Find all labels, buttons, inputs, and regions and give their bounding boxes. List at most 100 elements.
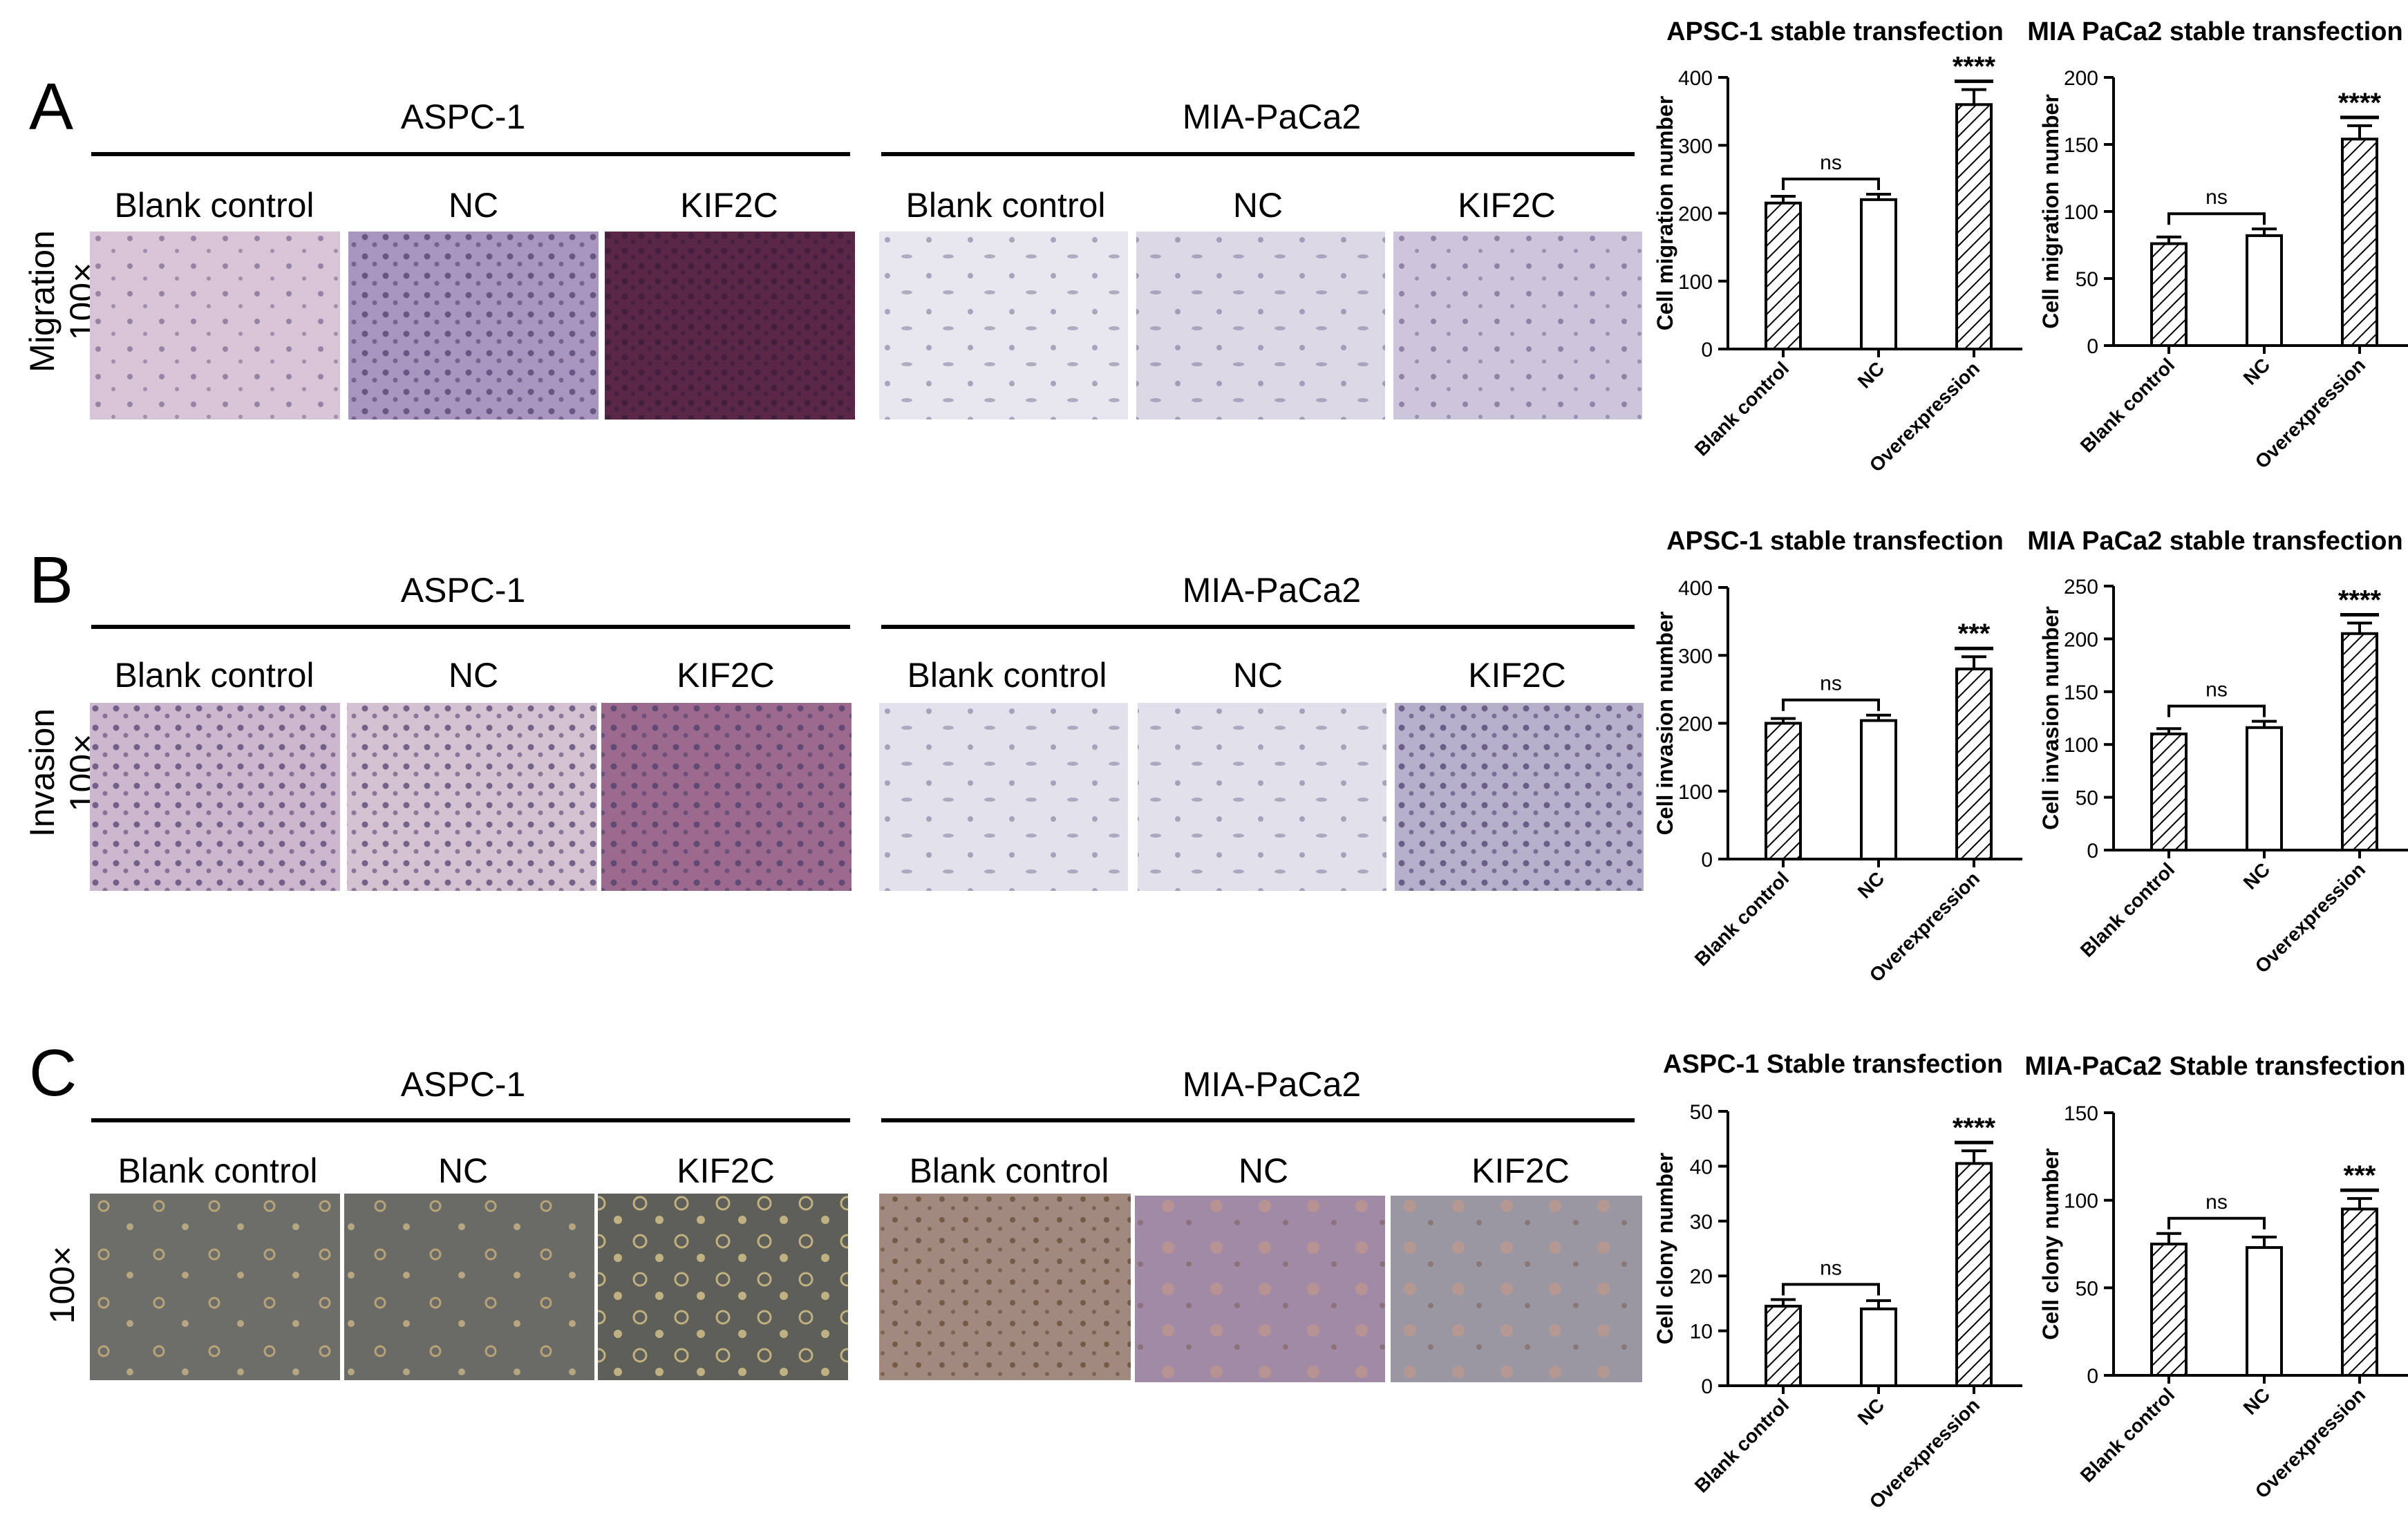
micrograph-texture (879, 232, 1128, 420)
ns-bracket (2167, 1216, 2266, 1230)
bar (1955, 103, 1993, 351)
group-rule (91, 152, 850, 156)
col-label: KIF2C (1458, 186, 1556, 225)
y-tick-label: 400 (1678, 67, 1713, 90)
panel-letter-b: B (29, 543, 74, 617)
group-label-aspc1-c: ASPC-1 (400, 1065, 526, 1104)
group-rule (881, 1118, 1635, 1122)
y-tick-label: 30 (1690, 1211, 1713, 1234)
x-tick-label: Blank control (1691, 357, 1793, 460)
col-label: Blank control (907, 656, 1107, 695)
y-tick-label: 50 (2076, 1277, 2098, 1300)
y-tick-label: 300 (1678, 645, 1713, 668)
bar (2150, 732, 2188, 852)
col-label: NC (1238, 1151, 1289, 1190)
y-tick-label: 400 (1678, 577, 1713, 600)
bar (1765, 722, 1802, 860)
col-label: KIF2C (680, 186, 778, 225)
y-tick-label: 0 (2087, 335, 2098, 358)
micrograph-texture (1135, 1196, 1385, 1382)
panel-letter-c: C (29, 1036, 77, 1110)
significance-stars: *** (2344, 1160, 2376, 1191)
x-tick-label: NC (2239, 858, 2275, 894)
significance-stars: *** (1958, 619, 1991, 649)
significance-stars: **** (2338, 585, 2382, 615)
group-label-aspc1-b: ASPC-1 (400, 571, 526, 610)
col-label: Blank control (909, 1151, 1109, 1190)
y-axis-label: Cell invasion number (1653, 612, 1677, 836)
micrograph-texture (1395, 703, 1644, 891)
micrograph-texture (1393, 232, 1642, 420)
micrograph-texture (879, 703, 1128, 891)
bar (1955, 667, 1993, 861)
col-label: NC (1232, 656, 1283, 695)
bar (1765, 1304, 1802, 1387)
chart-title: MIA-PaCa2 Stable transfection (2024, 1052, 2405, 1081)
chart-title: MIA PaCa2 stable transfection (2027, 527, 2402, 556)
y-tick-label: 150 (2064, 681, 2098, 704)
bar (2341, 632, 2378, 851)
x-tick-label: NC (2239, 354, 2275, 389)
col-label: NC (448, 186, 499, 225)
micrograph-texture (601, 703, 852, 891)
micrograph-texture (879, 1194, 1131, 1380)
micrograph-texture (90, 703, 340, 891)
ns-bracket (1782, 1283, 1880, 1296)
chart-title: APSC-1 stable transfection (1666, 17, 2004, 46)
col-label: KIF2C (677, 1151, 775, 1190)
significance-stars: **** (1953, 52, 1996, 82)
bar (2150, 1243, 2188, 1377)
bar (2246, 234, 2283, 348)
ns-label: ns (2205, 679, 2228, 701)
micrograph-texture (1138, 703, 1386, 891)
col-label: Blank control (905, 186, 1106, 225)
col-label: NC (438, 1151, 489, 1190)
x-tick-label: Blank control (1691, 1394, 1793, 1496)
x-tick-label: NC (2239, 1384, 2275, 1419)
group-label-aspc1-a: ASPC-1 (400, 97, 526, 136)
y-tick-label: 100 (2064, 1190, 2098, 1213)
y-axis-label: Cell migration number (1653, 96, 1677, 331)
significance-stars: **** (2338, 88, 2382, 118)
group-label-mia-a: MIA-PaCa2 (1182, 97, 1362, 136)
significance-stars: **** (1953, 1113, 1996, 1143)
ns-bracket (1782, 177, 1880, 190)
group-rule (881, 625, 1635, 629)
micrograph-texture (348, 232, 599, 420)
y-tick-label: 10 (1690, 1321, 1713, 1344)
col-label: KIF2C (1471, 1151, 1570, 1190)
micrograph-texture (598, 1194, 848, 1380)
ns-label: ns (2205, 1191, 2228, 1214)
bar (1765, 201, 1802, 351)
y-tick-label: 100 (2064, 734, 2098, 757)
y-tick-label: 250 (2064, 576, 2098, 599)
col-label: Blank control (114, 186, 314, 225)
ns-bracket (1782, 698, 1880, 711)
y-tick-label: 50 (1690, 1101, 1713, 1124)
y-tick-label: 100 (2064, 201, 2098, 224)
chart-title: MIA PaCa2 stable transfection (2027, 17, 2402, 46)
micrograph-texture (1136, 232, 1385, 420)
x-tick-label: Blank control (1691, 867, 1793, 970)
y-tick-label: 0 (1701, 1375, 1713, 1398)
y-tick-label: 100 (1678, 781, 1713, 804)
group-rule (91, 625, 850, 629)
ns-bracket (2167, 704, 2266, 717)
y-tick-label: 300 (1678, 135, 1713, 158)
y-tick-label: 200 (1678, 713, 1713, 736)
x-tick-label: Blank control (2076, 858, 2179, 961)
y-tick-label: 200 (1678, 203, 1713, 226)
bar (1860, 1307, 1897, 1387)
x-tick-label: NC (1854, 867, 1889, 903)
panel-letter-a: A (29, 70, 74, 144)
micrograph-texture (347, 703, 597, 891)
group-label-mia-c: MIA-PaCa2 (1182, 1065, 1362, 1104)
micrograph-texture (1391, 1196, 1642, 1382)
chart-title: ASPC-1 Stable transfection (1663, 1050, 2003, 1079)
y-tick-label: 150 (2064, 1102, 2098, 1125)
ns-bracket (2167, 212, 2266, 225)
x-tick-label: NC (1854, 1394, 1889, 1429)
col-label: KIF2C (1468, 656, 1566, 695)
y-tick-label: 40 (1690, 1156, 1713, 1178)
